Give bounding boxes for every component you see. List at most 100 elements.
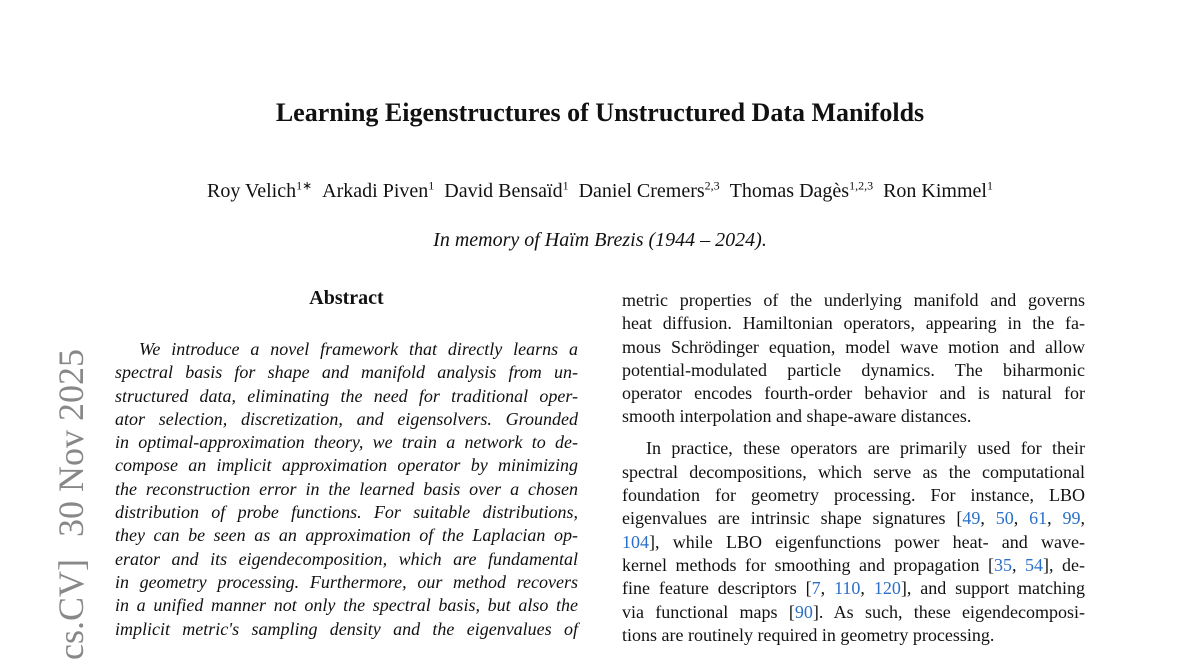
text-run: foundation for geometry processing. For … <box>622 485 1085 506</box>
text-line: in geometry processing. Furthermore, our… <box>115 571 578 594</box>
author-name: Ron Kimmel <box>883 179 987 202</box>
text-line: erator and its eigendecomposition, which… <box>115 548 578 571</box>
text-run: mous Schrödinger equation, model wave mo… <box>622 336 1085 357</box>
text-line: implicit metric's sampling density and t… <box>115 618 578 641</box>
dedication: In memory of Haïm Brezis (1944 – 2024). <box>433 229 767 251</box>
author-name: Daniel Cremers <box>578 179 705 202</box>
author-affiliation: 1 <box>562 178 569 192</box>
stamp-date: 30 Nov 2025 <box>51 349 91 537</box>
text-run: ator selection, discretization, and eige… <box>115 408 578 429</box>
paragraph: In practice, these operators are primari… <box>622 437 1085 647</box>
text-run: , <box>1013 508 1030 529</box>
citation: 35 <box>993 554 1012 575</box>
author-list: Roy Velich1∗ Arkadi Piven1 David Bensaïd1 D… <box>0 178 1200 203</box>
author-name: Roy Velich <box>207 179 297 202</box>
text-line: potential-modulated particle dynamics. T… <box>622 359 1085 382</box>
text-line: spectral basis for shape and manifold an… <box>115 361 578 384</box>
author: Ron Kimmel1 <box>883 178 993 202</box>
text-run: smooth interpolation and shape-aware dis… <box>622 406 972 427</box>
text-run: , <box>980 508 996 529</box>
text-run: operator encodes fourth-order behavior a… <box>622 383 1085 404</box>
text-run: implicit metric's sampling density and t… <box>115 618 578 639</box>
text-run: In practice, these operators are primari… <box>646 438 1085 459</box>
text-run: erator and its eigendecomposition, which… <box>115 548 578 569</box>
text-run: heat diffusion. Hamiltonian operators, a… <box>622 313 1085 334</box>
text-run: the reconstruction error in the learned … <box>115 478 578 499</box>
text-line: via functional maps [90]. As such, these… <box>622 601 1085 624</box>
citation: 99 <box>1062 508 1081 529</box>
text-line: ator selection, discretization, and eige… <box>115 408 578 431</box>
text-run: metric properties of the underlying mani… <box>622 290 1085 310</box>
text-line: tions are routinely required in geometry… <box>622 624 1085 647</box>
text-run: potential-modulated particle dynamics. T… <box>622 359 1085 380</box>
author: Roy Velich1∗ <box>207 178 313 202</box>
text-run: tions are routinely required in geometry… <box>622 624 995 645</box>
author-affiliation: 1 <box>428 178 435 192</box>
author-affiliation: 1,2,3 <box>849 178 874 192</box>
citation: 110 <box>834 578 861 599</box>
text-run: , <box>1080 508 1086 529</box>
author: Daniel Cremers2,3 <box>578 178 720 202</box>
arxiv-stamp: cs.CV] 30 Nov 2025 <box>50 327 92 660</box>
body-text: metric properties of the underlying mani… <box>622 289 1085 656</box>
text-run: via functional maps [ <box>622 601 795 622</box>
text-line: they can be seen as an approximation of … <box>115 524 578 547</box>
text-line: structured data, eliminating the need fo… <box>115 385 578 408</box>
text-line: in a unified manner not only the spectra… <box>115 594 578 617</box>
text-run: spectral decompositions, which serve as … <box>622 461 1085 482</box>
text-run: , <box>1047 508 1063 529</box>
text-run: spectral basis for shape and manifold an… <box>115 362 578 383</box>
author-affiliation: 1 <box>986 178 993 192</box>
text-line: fine feature descriptors [7, 110, 120], … <box>622 577 1085 600</box>
author: David Bensaïd1 <box>444 178 569 202</box>
text-run: ], while LBO eigenfunctions power heat- … <box>649 531 1085 552</box>
abstract-heading: Abstract <box>309 287 384 309</box>
citation: 61 <box>1029 508 1048 529</box>
text-run: , <box>1011 554 1025 575</box>
text-line: smooth interpolation and shape-aware dis… <box>622 405 1085 428</box>
citation: 50 <box>995 508 1014 529</box>
author-name: Arkadi Piven <box>322 179 429 202</box>
paper-title: Learning Eigenstructures of Unstructured… <box>275 98 925 127</box>
text-line: in optimal-approximation theory, we trai… <box>115 431 578 454</box>
text-line: the reconstruction error in the learned … <box>115 478 578 501</box>
text-line: heat diffusion. Hamiltonian operators, a… <box>622 312 1085 335</box>
citation: 7 <box>811 578 821 599</box>
text-run: ]. As such, these eigendecomposi- <box>812 601 1085 622</box>
author-affiliation: 1∗ <box>296 178 313 192</box>
text-run: distribution of probe functions. For sui… <box>115 502 578 523</box>
text-run: in optimal-approximation theory, we trai… <box>115 432 578 453</box>
text-line: compose an implicit approximation operat… <box>115 454 578 477</box>
text-run: in geometry processing. Furthermore, our… <box>115 571 578 592</box>
text-line: kernel methods for smoothing and propaga… <box>622 554 1085 577</box>
text-line: We introduce a novel framework that dire… <box>115 338 578 361</box>
text-line: spectral decompositions, which serve as … <box>622 461 1085 484</box>
text-line: metric properties of the underlying mani… <box>622 289 1085 312</box>
author-name: Thomas Dagès <box>729 179 850 202</box>
text-line: 104], while LBO eigenfunctions power hea… <box>622 531 1085 554</box>
text-run: in a unified manner not only the spectra… <box>115 595 578 616</box>
stamp-category: cs.CV] <box>51 559 91 660</box>
citation: 90 <box>794 601 813 622</box>
author-affiliation: 2,3 <box>704 178 720 192</box>
author: Thomas Dagès1,2,3 <box>729 178 874 202</box>
citation: 104 <box>622 531 649 552</box>
text-run: fine feature descriptors [ <box>622 578 812 599</box>
text-line: distribution of probe functions. For sui… <box>115 501 578 524</box>
citation: 120 <box>873 578 901 599</box>
text-run: ], and support matching <box>900 578 1086 599</box>
citation: 54 <box>1025 554 1043 575</box>
text-run: structured data, eliminating the need fo… <box>115 385 578 406</box>
text-run: compose an implicit approximation operat… <box>115 455 578 476</box>
author-name: David Bensaïd <box>444 179 563 202</box>
text-line: eigenvalues are intrinsic shape signatur… <box>622 507 1085 530</box>
text-run: We introduce a novel framework that dire… <box>139 339 578 359</box>
text-line: operator encodes fourth-order behavior a… <box>622 382 1085 405</box>
text-run: eigenvalues are intrinsic shape signatur… <box>622 508 963 529</box>
text-line: foundation for geometry processing. For … <box>622 484 1085 507</box>
citation: 49 <box>962 508 981 529</box>
text-run: they can be seen as an approximation of … <box>115 525 578 546</box>
text-run: , <box>820 578 835 599</box>
